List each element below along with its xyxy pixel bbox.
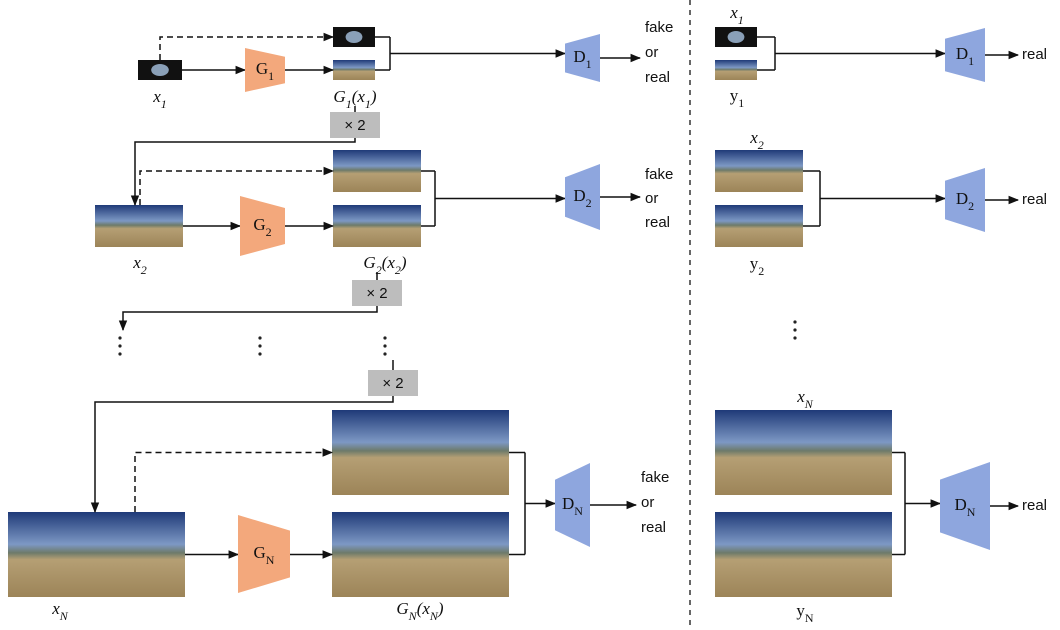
label: yN (796, 601, 814, 625)
verdict: real (1022, 46, 1047, 63)
label-part: 2 (586, 196, 592, 210)
label: y1 (730, 86, 745, 110)
verdict: fake (645, 166, 673, 183)
label-part: D (573, 47, 585, 66)
ellipsis (118, 320, 796, 355)
label-part: D (956, 44, 968, 63)
label-part: 2 (141, 263, 147, 277)
label-part: D (956, 189, 968, 208)
label: xN (51, 599, 69, 623)
label-part: (x (417, 599, 431, 618)
image (715, 512, 892, 597)
image (715, 410, 892, 495)
verdict: real (641, 519, 666, 536)
verdict: fake (645, 19, 673, 36)
upsample-label: × 2 (344, 117, 365, 134)
label-part: 2 (968, 199, 974, 213)
image (715, 205, 803, 247)
label-part: (x (382, 253, 396, 272)
verdict: real (645, 214, 670, 231)
verdict: or (645, 44, 658, 61)
label-part: 1 (738, 13, 744, 27)
upsample-label: × 2 (382, 375, 403, 392)
label: xN (796, 387, 814, 411)
label-part: (x (352, 87, 366, 106)
label-part: ) (370, 87, 377, 106)
label: y2 (750, 254, 765, 278)
diagram: x1G1(x1)G1D1fakeorrealx2G2(x2)G2D2fakeor… (0, 0, 1060, 630)
image (333, 150, 421, 192)
image (332, 512, 509, 597)
image-content (346, 31, 363, 43)
image (715, 150, 803, 192)
label-part: G (363, 253, 375, 272)
verdict: real (645, 69, 670, 86)
verdict: or (645, 190, 658, 207)
upsample-label: × 2 (366, 285, 387, 302)
image (715, 60, 757, 80)
label-part: 1 (268, 69, 274, 83)
verdict: or (641, 494, 654, 511)
label: GN(xN) (396, 599, 444, 623)
label-part: 2 (758, 138, 764, 152)
verdict: fake (641, 469, 669, 486)
label: x1 (729, 3, 744, 27)
label-part: D (562, 494, 574, 513)
skip-connection (140, 171, 333, 205)
verdict: real (1022, 497, 1047, 514)
page: x1G1(x1)G1D1fakeorrealx2G2(x2)G2D2fakeor… (0, 0, 1060, 630)
image (8, 512, 185, 597)
label: x1 (152, 87, 167, 111)
label-part: 1 (968, 54, 974, 68)
label-part: G (254, 543, 266, 562)
image (333, 205, 421, 247)
label-part: 2 (758, 264, 764, 278)
label-part: N (59, 609, 69, 623)
verdict: real (1022, 191, 1047, 208)
label-part: G (333, 87, 345, 106)
label-part: 2 (266, 225, 272, 239)
label-part: N (574, 504, 583, 518)
image (95, 205, 183, 247)
label-part: D (955, 495, 967, 514)
skip-connection (135, 453, 332, 513)
label: x2 (132, 253, 147, 277)
label-part: N (804, 397, 814, 411)
label-part: ) (400, 253, 407, 272)
label-part: N (967, 505, 976, 519)
image-content (151, 64, 169, 76)
label-part: G (253, 215, 265, 234)
label-part: 1 (738, 96, 744, 110)
label-part: G (396, 599, 408, 618)
label-part: G (256, 59, 268, 78)
label-part: 1 (586, 57, 592, 71)
image-content (728, 31, 745, 43)
label-part: D (573, 186, 585, 205)
label: G2(x2) (363, 253, 407, 277)
label-part: 1 (161, 97, 167, 111)
label-part: N (805, 611, 814, 625)
label-part: N (266, 553, 275, 567)
label: x2 (749, 128, 764, 152)
image (332, 410, 509, 495)
label-part: ) (437, 599, 444, 618)
image (333, 60, 375, 80)
arrow (123, 306, 377, 330)
